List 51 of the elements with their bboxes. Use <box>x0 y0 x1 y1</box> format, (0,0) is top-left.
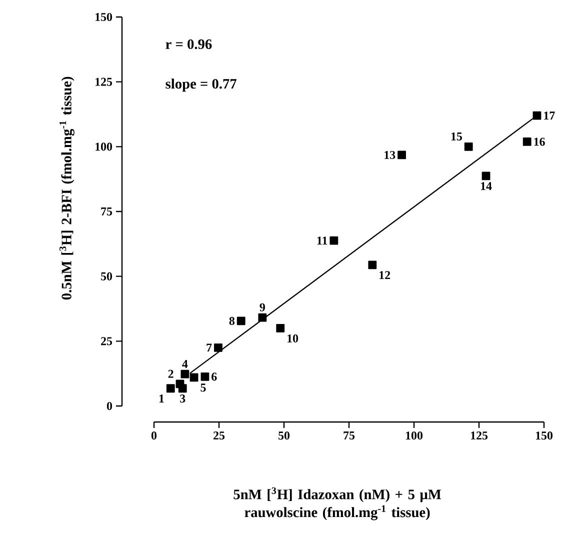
x-tick-label: 50 <box>278 432 290 440</box>
annotation: r = 0.96 <box>166 39 212 50</box>
point <box>236 316 246 326</box>
point <box>330 236 338 245</box>
annotation: 17 <box>544 112 555 120</box>
x-tick-label: 25 <box>214 432 225 440</box>
y-tick-label: 75 <box>101 208 112 216</box>
y-tick-label: 100 <box>96 142 112 151</box>
annotation: 8 <box>229 316 235 325</box>
y-axis-title: 0.5nM [$^{3}$H] 2-BFI (fmol.mg$^{-1}$ tissue) <box>59 76 74 300</box>
point <box>276 324 285 332</box>
y-tick-label: 125 <box>96 78 112 86</box>
x-tick-label: 0 <box>151 432 157 440</box>
y-tick-label: 25 <box>101 337 112 346</box>
annotation: 14 <box>481 182 492 190</box>
point <box>166 384 175 393</box>
y-tick-label: 150 <box>96 12 112 22</box>
point <box>178 384 187 393</box>
point <box>464 142 473 151</box>
annotation: 5 <box>200 384 206 392</box>
point <box>190 373 198 382</box>
point <box>214 343 222 352</box>
point <box>482 172 490 180</box>
x-tick-label: 125 <box>470 432 488 440</box>
x-tick-label: 150 <box>536 432 553 440</box>
annotation: 4 <box>182 360 188 368</box>
annotation: 12 <box>380 271 390 280</box>
annotation: 13 <box>384 150 396 159</box>
y-tick-label: 0 <box>106 402 112 410</box>
point <box>200 372 210 381</box>
annotation: 9 <box>260 303 265 312</box>
annotation: slope = 0.77 <box>166 78 237 92</box>
x-tick-label: 100 <box>406 432 423 440</box>
point <box>368 260 377 270</box>
point <box>398 150 406 160</box>
annotation: 15 <box>451 132 462 140</box>
annotation: 2 <box>168 370 174 378</box>
point <box>532 111 542 120</box>
x-axis-title: 5nM [$^{3}$H] Idazoxan (nM) + 5 μM rauwolscine (fmol.mg$^{-1}$ tissue) <box>234 487 442 520</box>
annotation: 1 <box>159 394 164 402</box>
x-tick-label: 75 <box>344 432 355 440</box>
annotation: 6 <box>212 372 217 381</box>
annotation: 11 <box>317 236 328 244</box>
point <box>522 138 532 146</box>
annotation: 16 <box>534 138 545 146</box>
annotation: 3 <box>180 394 186 403</box>
point <box>180 370 190 378</box>
point <box>258 313 267 322</box>
annotation: 7 <box>206 344 212 352</box>
y-tick-label: 50 <box>101 272 112 280</box>
annotation: 10 <box>288 334 298 342</box>
